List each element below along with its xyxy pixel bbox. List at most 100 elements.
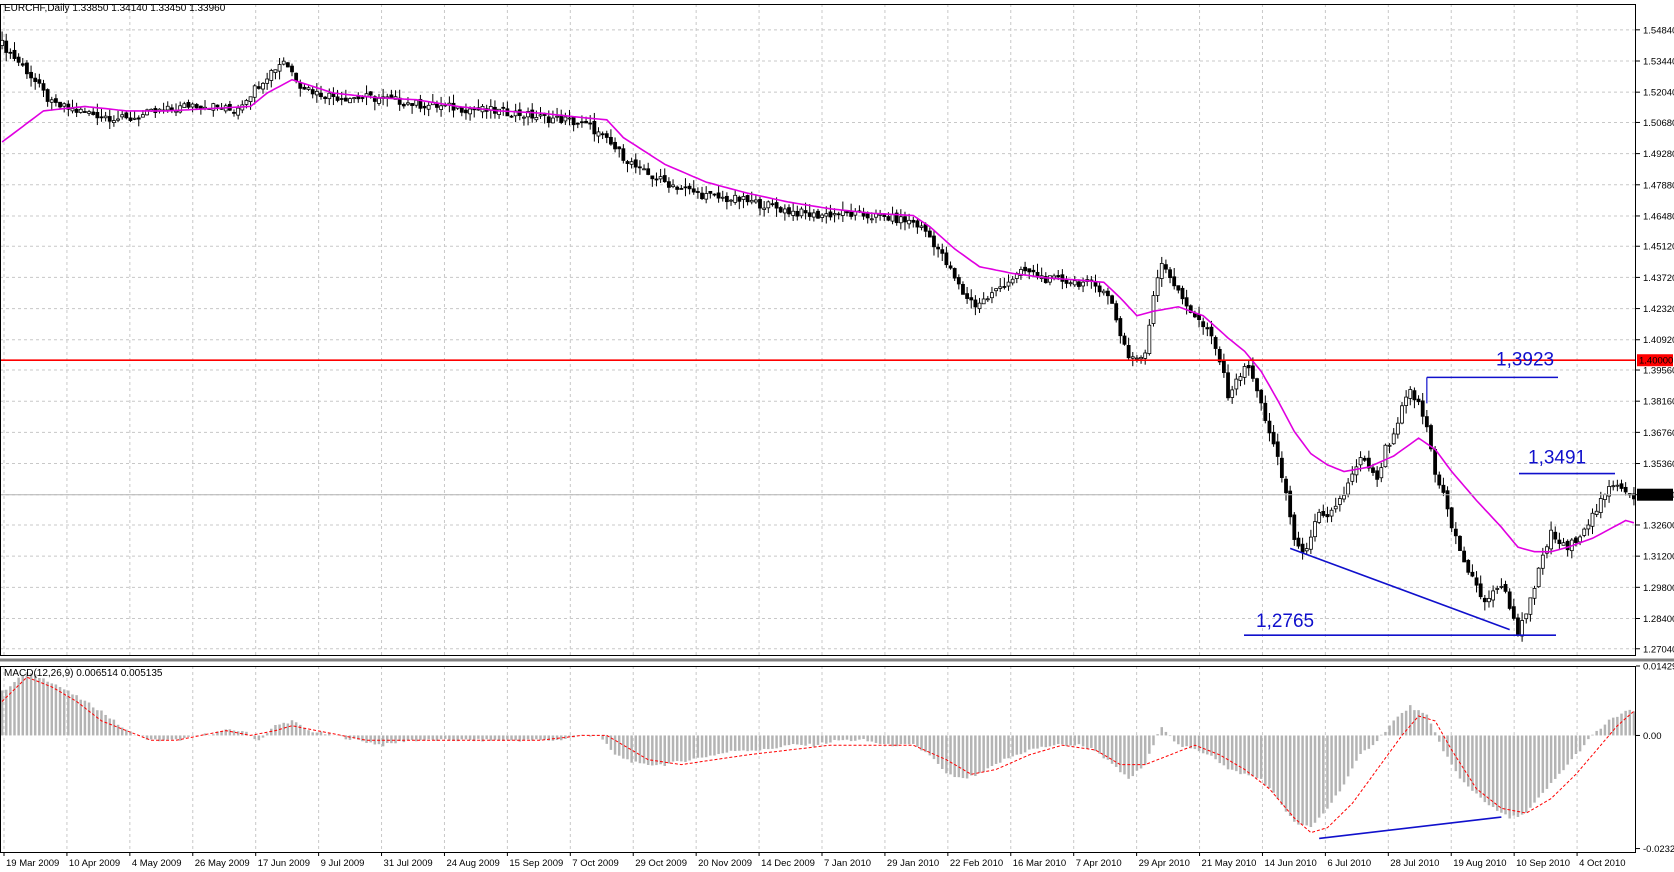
candle [501, 102, 506, 116]
candle [898, 209, 903, 230]
candle [186, 99, 191, 109]
candle [1449, 506, 1454, 533]
candle [128, 111, 133, 123]
main-panel-frame [0, 4, 1636, 656]
macd-trendline[interactable] [1319, 816, 1502, 840]
candle [410, 103, 415, 114]
candle [87, 109, 91, 117]
candle [1478, 575, 1483, 600]
candle [927, 227, 932, 238]
candle [480, 104, 485, 119]
candle [107, 109, 112, 130]
candle [1354, 459, 1359, 483]
candle [716, 184, 721, 203]
candle [1089, 276, 1094, 289]
candle [1321, 504, 1326, 518]
candle [907, 213, 912, 229]
x-tick-label: 19 Mar 2009 [6, 858, 59, 869]
candle [1155, 269, 1160, 302]
y-tick-label: 1.45120 [1643, 242, 1674, 253]
candle [1168, 267, 1172, 284]
candle [352, 97, 357, 103]
x-tick-label: 15 Sep 2009 [509, 858, 563, 869]
candle [1569, 538, 1574, 559]
candle [890, 206, 895, 225]
y-tick-label: 1.27040 [1643, 644, 1674, 655]
candle [58, 101, 62, 109]
y-tick-label: 1.33960 [1643, 490, 1674, 501]
candle [232, 109, 236, 117]
candle [695, 187, 700, 199]
candle [683, 178, 688, 197]
x-tick-label: 21 May 2010 [1202, 858, 1257, 869]
candle [1375, 466, 1380, 487]
candle [687, 183, 692, 195]
candle [559, 109, 564, 125]
candle [406, 97, 410, 107]
candle [733, 189, 738, 205]
candle [1536, 567, 1541, 588]
candle [625, 159, 630, 173]
candle [563, 112, 568, 125]
candle [1230, 385, 1235, 404]
x-tick-label: 4 May 2009 [132, 858, 182, 869]
candle [91, 106, 96, 116]
candle [1362, 455, 1367, 463]
candle [832, 208, 837, 223]
candle [936, 243, 941, 258]
candle [990, 286, 994, 304]
candle [1052, 273, 1056, 281]
candle [1561, 537, 1566, 546]
candle [25, 60, 29, 79]
candle [1611, 480, 1616, 491]
candle [671, 179, 675, 189]
candle [310, 85, 315, 99]
candle [153, 105, 158, 118]
candle [944, 246, 949, 268]
candle [617, 146, 622, 158]
x-tick-label: 20 Nov 2009 [698, 858, 752, 869]
candle [1130, 352, 1135, 367]
candle [642, 164, 646, 171]
candle [1226, 364, 1230, 401]
candle [426, 101, 431, 117]
candle [1503, 580, 1508, 594]
y-tick-label: 1.53440 [1643, 56, 1674, 67]
candle [666, 177, 671, 193]
x-tick-label: 19 Aug 2010 [1453, 858, 1506, 869]
candle [381, 88, 386, 106]
candle [1366, 450, 1371, 472]
candle [915, 217, 920, 234]
candle [1416, 395, 1421, 406]
candle [464, 103, 468, 120]
candle [120, 110, 125, 120]
candle [679, 184, 684, 190]
candle [1147, 319, 1152, 356]
macd-y-tick-label: -0.02329 [1643, 844, 1674, 855]
candle [1151, 291, 1156, 327]
candle [211, 102, 216, 117]
candle [1259, 389, 1264, 411]
candle [1462, 546, 1467, 563]
candle [1491, 585, 1496, 608]
candle [401, 102, 406, 109]
candle [551, 110, 555, 124]
candle [1031, 264, 1036, 276]
candle [795, 205, 800, 221]
candle [95, 103, 100, 126]
price-trendline[interactable] [1289, 547, 1510, 631]
candle [389, 89, 394, 99]
x-tick-label: 14 Jun 2010 [1264, 858, 1316, 869]
candle [770, 199, 775, 207]
candle [911, 216, 916, 228]
candle [1499, 578, 1504, 590]
candle [998, 278, 1003, 293]
candle [145, 108, 149, 116]
candle [1590, 508, 1595, 535]
candle [961, 281, 965, 295]
candle [252, 84, 257, 105]
candle [1313, 513, 1317, 542]
candle [658, 168, 663, 183]
candle [1400, 401, 1404, 425]
